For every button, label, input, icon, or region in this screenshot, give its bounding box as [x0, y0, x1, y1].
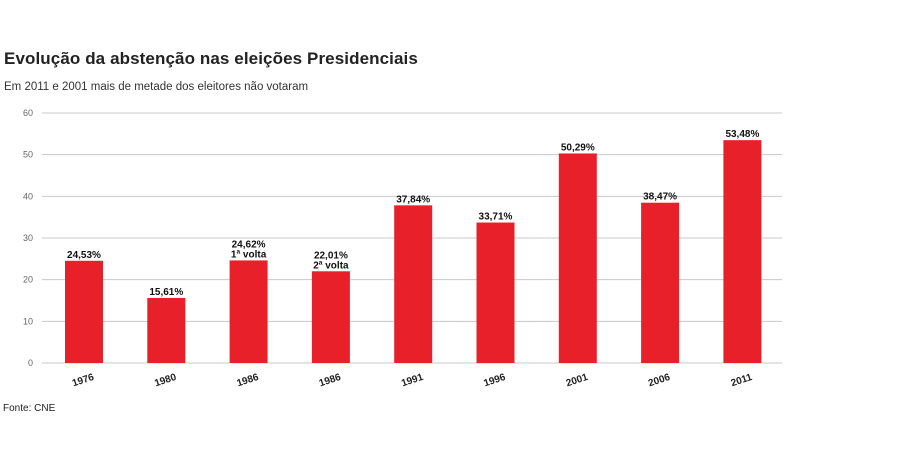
y-tick-label: 40: [23, 191, 33, 201]
y-tick-label: 10: [23, 316, 33, 326]
data-label: 38,47%: [643, 192, 677, 203]
data-label: 37,84%: [396, 194, 430, 205]
y-tick-label: 50: [23, 150, 33, 160]
bar: [147, 297, 186, 363]
y-tick-label: 0: [28, 358, 33, 368]
round-annotation: 1ª volta: [231, 249, 267, 260]
bars: [65, 140, 762, 363]
data-label: 24,62%: [232, 239, 266, 250]
x-tick-label: 1986: [318, 372, 343, 389]
x-axis-tick-labels: 1976 1980 1986 1986 1991 1996 2001 2006 2011: [71, 372, 754, 389]
bar: [65, 260, 103, 363]
x-tick-label: 2011: [730, 372, 754, 389]
bar: [311, 271, 350, 363]
bar: [641, 202, 680, 363]
round-annotation: 2ª volta: [313, 260, 349, 271]
y-tick-label: 30: [23, 233, 33, 243]
data-label: 53,48%: [725, 129, 759, 140]
data-label: 33,71%: [479, 212, 513, 223]
data-label: 50,29%: [561, 142, 595, 153]
bar: [476, 222, 515, 363]
x-tick-label: 1976: [71, 372, 96, 389]
bar: [723, 140, 762, 363]
chart-subtitle: Em 2011 e 2001 mais de metade dos eleito…: [4, 81, 309, 93]
x-tick-label: 2006: [647, 372, 672, 389]
y-axis-tick-labels: 0 10 20 30 40 50 60: [23, 108, 33, 368]
y-tick-label: 20: [23, 275, 33, 285]
data-label: 24,53%: [67, 250, 101, 261]
data-label: 22,01%: [314, 250, 348, 261]
data-labels: 24,53% 15,61% 24,62%1ª volta 22,01%2ª volta…: [67, 129, 759, 298]
bar: [558, 153, 597, 363]
bar: [394, 205, 433, 363]
data-label: 15,61%: [149, 287, 183, 298]
source-note: Fonte: CNE: [3, 403, 56, 414]
chart-title: Evolução da abstenção nas eleições Presi…: [4, 49, 418, 68]
y-tick-label: 60: [23, 108, 33, 118]
x-tick-label: 1996: [482, 372, 507, 389]
x-tick-label: 1991: [400, 372, 425, 389]
x-tick-label: 2001: [565, 372, 590, 389]
bar: [229, 260, 268, 363]
x-tick-label: 1986: [236, 372, 261, 389]
x-tick-label: 1980: [153, 372, 178, 389]
